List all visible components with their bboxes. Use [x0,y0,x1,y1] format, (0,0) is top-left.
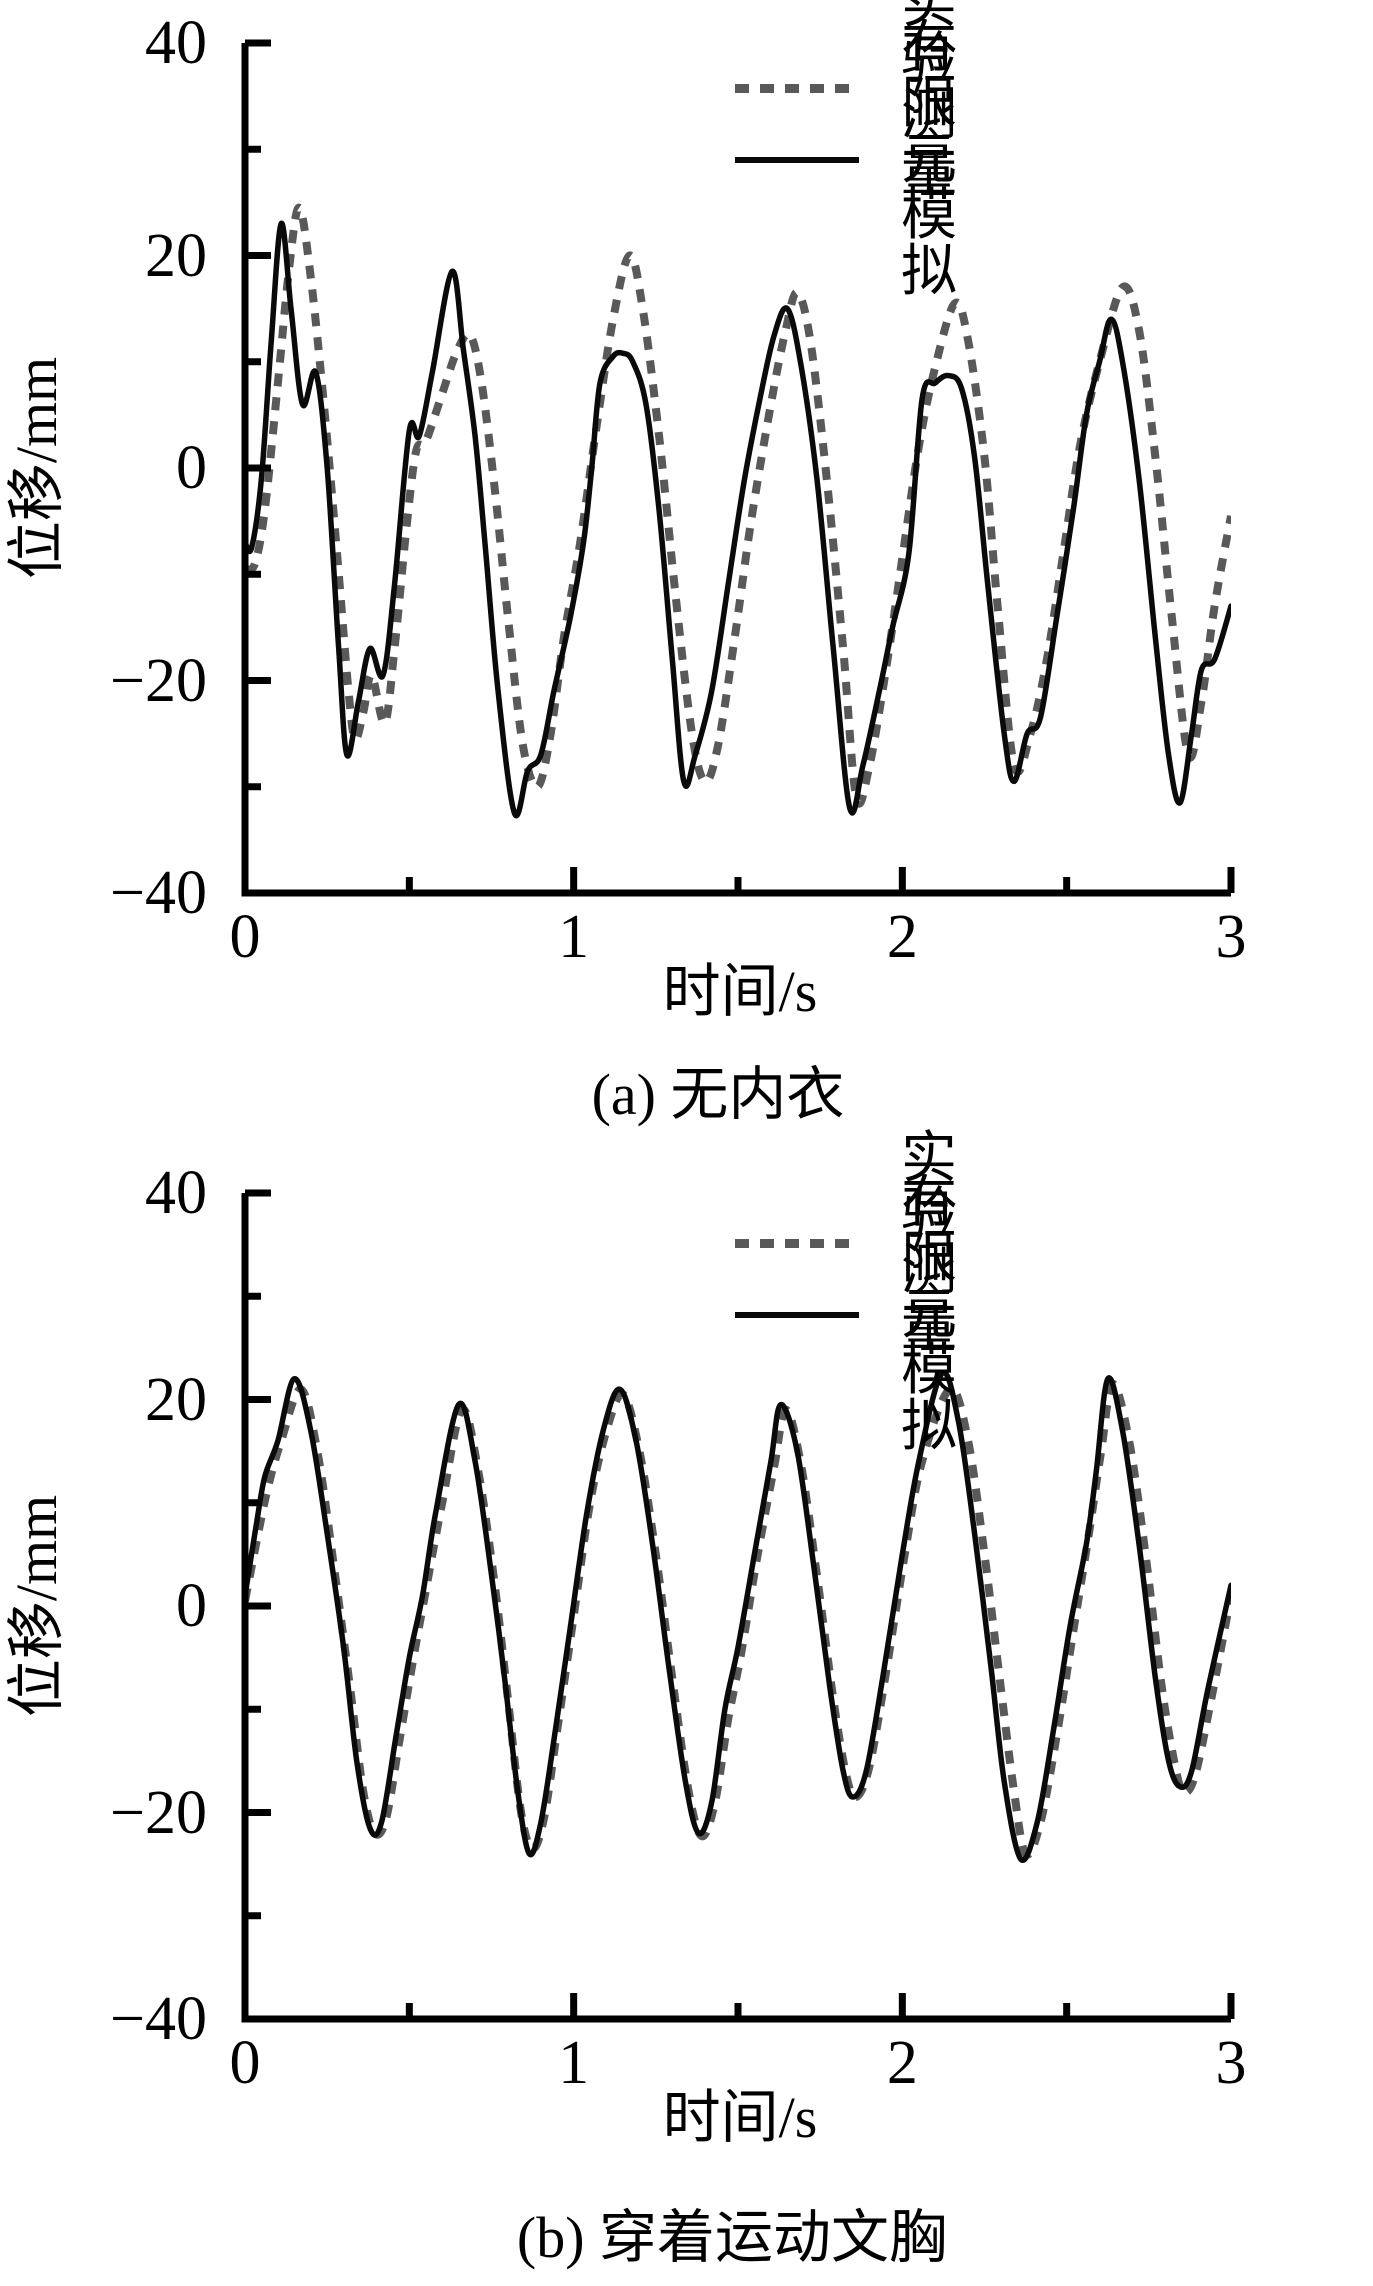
y-tick-label: −20 [110,646,207,715]
legend-item-experimental: 实验测量 [735,1131,957,1355]
series-experimental [245,203,1231,808]
y-tick-label: 0 [176,434,207,502]
x-tick-label: 1 [558,2029,590,2097]
legend-item-experimental: 实验测量 [735,0,957,200]
chart-a [241,39,1235,897]
x-tick-label: 0 [229,2029,261,2097]
series-fem [245,220,1231,819]
y-tick-label: 40 [145,1159,207,1227]
series-experimental [245,1379,1231,1859]
legend-item-fem: 有限元模拟 [735,1175,957,1455]
x-tick-label: 0 [229,903,261,971]
x-tick-label: 2 [886,903,918,971]
x-axis-label-a: 时间/s [662,959,818,1024]
legend-label-fem: 有限元模拟 [901,17,957,303]
y-tick-label: 20 [145,221,207,290]
x-axis-label-b: 时间/s [662,2085,818,2150]
x-tick-label: 3 [1215,903,1247,971]
legend-item-fem: 有限元模拟 [735,20,957,300]
x-tick-label: 1 [558,903,590,971]
x-tick-label: 3 [1215,2029,1247,2097]
caption-a: (a) 无内衣 [591,1062,845,1127]
caption-b: (b) 穿着运动文胸 [516,2205,948,2270]
x-tick-label: 2 [886,2029,918,2097]
solid-line-sample-icon [735,157,859,163]
y-tick-label: 40 [145,9,207,77]
y-tick-label: 0 [176,1572,207,1640]
series-fem [245,1369,1231,1864]
chart-b [241,1189,1235,2023]
y-tick-label: 20 [145,1365,207,1434]
solid-line-sample-icon [735,1312,859,1318]
legend-label-experimental: 实验测量 [901,1128,957,1358]
y-tick-label: −40 [110,859,207,927]
legend-label-fem: 有限元模拟 [901,1172,957,1458]
legend-label-experimental: 实验测量 [901,0,957,203]
dashed-line-sample-icon [735,83,859,93]
y-tick-label: −40 [110,1985,207,2053]
y-tick-label: −20 [110,1778,207,1847]
dashed-line-sample-icon [735,1238,859,1248]
